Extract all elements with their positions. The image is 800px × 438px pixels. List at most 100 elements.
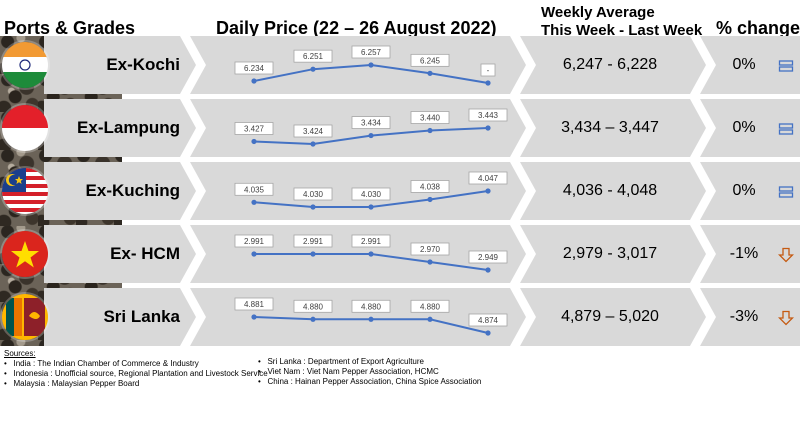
down-arrow-icon	[777, 310, 795, 326]
data-label-box	[468, 250, 508, 264]
row-band	[44, 288, 800, 346]
weekly-average-value: 6,247 - 6,228	[562, 56, 658, 73]
data-point	[485, 188, 491, 194]
data-point	[368, 204, 374, 210]
daily-price-sparkline: 6.234 6.251 6.257 6.245 -	[234, 45, 496, 86]
weekly-average-value: 2,979 - 3,017	[562, 245, 658, 262]
data-label: -	[487, 66, 490, 75]
port-name: Sri Lanka	[103, 307, 180, 326]
data-point	[251, 199, 257, 205]
data-label-box	[410, 242, 450, 256]
data-label: 4.030	[303, 190, 324, 199]
data-label: 3.424	[303, 127, 324, 136]
srilanka-flag-icon	[2, 294, 48, 340]
data-label: 4.880	[420, 302, 441, 311]
data-label-box	[410, 53, 450, 67]
daily-price-header: Daily Price (22 – 26 August 2022)	[216, 18, 497, 38]
weekly-average-value: 4,879 – 5,020	[561, 308, 659, 325]
data-label-box	[293, 299, 333, 313]
data-point	[251, 138, 257, 145]
data-label: 4.035	[244, 185, 265, 194]
data-point	[427, 196, 433, 203]
data-label: 4.881	[244, 300, 265, 309]
data-label: 2.991	[361, 237, 382, 246]
indonesia-flag-icon	[2, 105, 48, 151]
equal-icon	[778, 121, 794, 137]
data-label: 6.245	[420, 56, 441, 65]
price-row: Ex-Kochi 6,247 - 6,228 0% 6.234 6.251 6.257 6.…	[0, 36, 800, 94]
data-point	[485, 330, 491, 336]
daily-price-sparkline: 2.991 2.991 2.991 2.970 2.949	[234, 234, 508, 273]
price-row: Sri Lanka 4,879 – 5,020 -3% 4.881 4.880 4.880…	[0, 288, 800, 346]
weekly-average-line1: Weekly Average	[541, 4, 655, 21]
data-point	[251, 314, 257, 320]
percent-change-header: % change	[716, 18, 800, 38]
sources-title: Sources:	[4, 349, 36, 358]
data-label-box	[468, 108, 508, 122]
weekly-average-value: 4,036 - 4,048	[562, 182, 658, 199]
data-label-box	[351, 187, 391, 201]
data-label-box	[410, 180, 450, 193]
source-srilanka: • Sri Lanka : Department of Export Agric…	[258, 357, 424, 366]
data-label: 3.440	[420, 114, 441, 123]
weekly-average-line2: This Week - Last Week	[541, 22, 703, 39]
data-point	[310, 316, 316, 322]
weekly-average-value: 3,434 – 3,447	[561, 119, 659, 136]
daily-price-sparkline: 4.881 4.880 4.880 4.880 4.874	[234, 297, 508, 336]
data-label-box	[410, 111, 450, 124]
data-point	[310, 251, 316, 257]
data-point	[310, 204, 316, 210]
data-label-box	[293, 187, 333, 201]
data-point	[310, 141, 316, 147]
data-label-box	[234, 122, 274, 135]
source-malaysia: • Malaysia : Malaysian Pepper Board	[4, 379, 140, 388]
data-label-box	[234, 61, 274, 75]
data-point	[427, 127, 433, 134]
price-row: Ex- HCM 2,979 - 3,017 -1% 2.991 2.991 2.991 2.…	[0, 225, 800, 283]
data-label-box	[351, 45, 391, 59]
data-label: 3.434	[361, 119, 382, 128]
data-label: 4.880	[303, 302, 324, 311]
data-label-box	[234, 234, 274, 248]
source-vietnam: • Viet Nam : Viet Nam Pepper Association…	[258, 367, 439, 376]
data-label: 4.047	[478, 174, 499, 183]
data-label: 2.949	[478, 253, 499, 262]
percent-change-value: 0%	[732, 182, 756, 199]
vietnam-flag-icon	[2, 231, 48, 277]
port-name: Ex-Kuching	[85, 181, 180, 200]
port-name: Ex-Kochi	[106, 55, 180, 74]
data-label: 4.030	[361, 190, 382, 199]
daily-price-sparkline: 3.427 3.424 3.434 3.440 3.443	[234, 108, 508, 147]
data-label-box	[351, 116, 391, 129]
data-label-box	[293, 49, 333, 63]
data-label: 2.991	[244, 237, 265, 246]
data-label-box	[293, 234, 333, 248]
data-label: 3.427	[244, 124, 265, 133]
data-label: 2.970	[420, 245, 441, 254]
malaysia-flag-icon	[2, 168, 48, 214]
data-point	[427, 259, 433, 265]
data-point	[310, 66, 316, 72]
data-label-box	[351, 299, 391, 313]
india-flag-icon	[2, 42, 48, 88]
data-label-box	[410, 299, 450, 313]
equal-icon	[778, 58, 794, 74]
data-point	[368, 62, 374, 68]
data-point	[427, 70, 433, 76]
data-label-box	[234, 297, 274, 311]
data-point	[485, 125, 491, 131]
data-label-box	[468, 313, 508, 327]
percent-change-value: -3%	[729, 308, 759, 325]
source-india: • India : The Indian Chamber of Commerce…	[4, 359, 199, 368]
data-label-box	[480, 63, 496, 77]
data-point	[427, 316, 433, 322]
down-arrow-icon	[777, 247, 795, 263]
data-point	[485, 80, 491, 86]
price-row: Ex-Kuching 4,036 - 4,048 0% 4.035 4.030 4.030…	[0, 162, 800, 220]
equal-icon	[778, 184, 794, 200]
price-row: Ex-Lampung 3,434 – 3,447 0% 3.427 3.424 3.434…	[0, 99, 800, 157]
data-label: 6.257	[361, 48, 382, 57]
data-label-box	[293, 124, 333, 138]
data-point	[368, 251, 374, 257]
data-point	[485, 267, 491, 273]
